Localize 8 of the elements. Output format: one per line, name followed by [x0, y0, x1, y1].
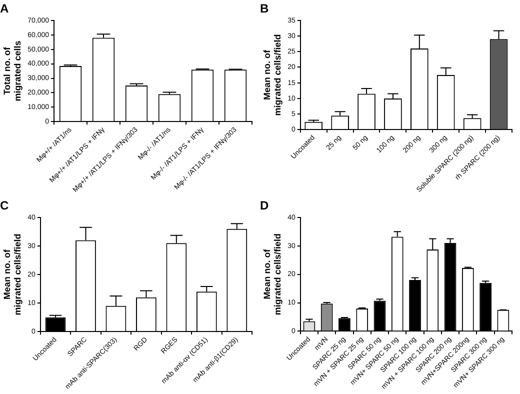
- chart-title: D: [260, 198, 269, 213]
- chart-title: C: [0, 198, 9, 213]
- y-axis-title: Mean no. of migrated cells/field: [262, 234, 283, 316]
- y-axis-title: Total no. of migrated cells: [2, 40, 23, 102]
- y-axis-title: Mean no. of migrated cells/field: [2, 234, 23, 316]
- y-axis-title: Mean no. of migrated cells/field: [262, 34, 283, 116]
- chart-title: B: [260, 2, 269, 16]
- chart-title: A: [0, 2, 9, 16]
